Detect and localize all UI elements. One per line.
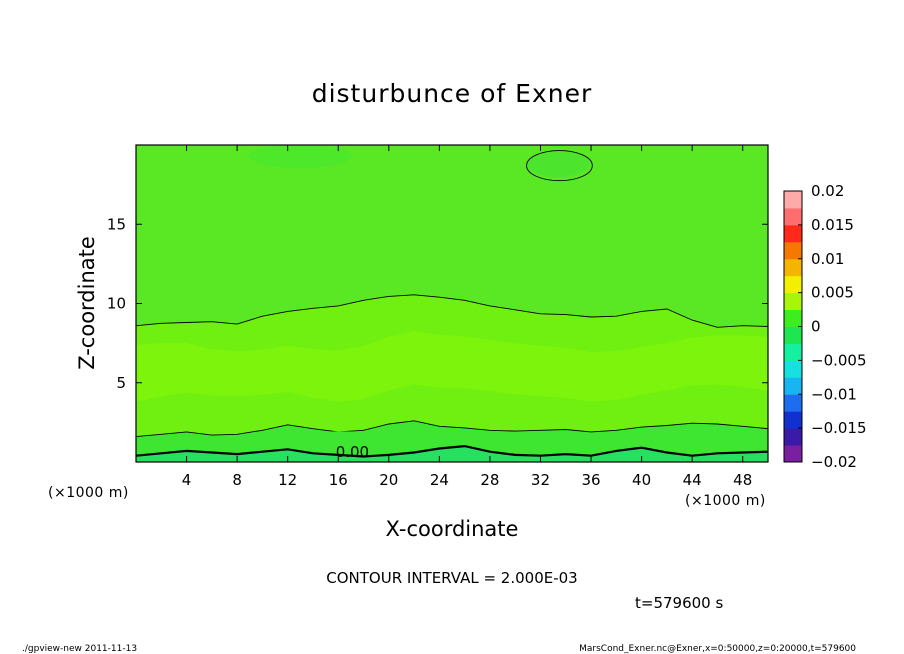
x-tick-label: 44 — [683, 471, 702, 489]
chart-title: disturbunce of Exner — [312, 79, 593, 108]
time-label: t=579600 s — [635, 594, 723, 612]
x-tick-label: 28 — [480, 471, 499, 489]
band-strip — [136, 330, 768, 402]
x-tick-label: 12 — [278, 471, 297, 489]
contour-line — [136, 444, 768, 458]
band-cell — [527, 151, 590, 178]
colorbar-segment — [784, 191, 802, 209]
colorbar-tick-label: 0.005 — [811, 284, 854, 302]
colorbar-segment — [784, 309, 802, 327]
x-tick-label: 24 — [430, 471, 449, 489]
colorbar-tick-label: −0.005 — [811, 351, 867, 369]
colorbar-segment — [784, 377, 802, 395]
colorbar-segment — [784, 241, 802, 260]
colorbar-tick-label: −0.02 — [811, 453, 857, 471]
band-lowest — [136, 446, 768, 462]
x-tick-label: 48 — [733, 471, 752, 489]
x-tick-label: 8 — [232, 471, 242, 489]
x-tick-label: 36 — [581, 471, 600, 489]
plot-area: 0.00 — [136, 145, 768, 462]
x-tick-label: 16 — [329, 471, 348, 489]
colorbar-segment — [784, 343, 802, 361]
y-unit-label: (×1000 m) — [48, 485, 129, 501]
colorbar-tick-label: 0.02 — [811, 182, 844, 200]
colorbar-segment — [784, 275, 802, 294]
band-low — [136, 420, 768, 457]
x-tick-label: 4 — [182, 471, 192, 489]
x-tick-label: 40 — [632, 471, 651, 489]
colorbar-tick-label: 0.01 — [811, 250, 844, 268]
y-tick-label: 5 — [116, 374, 126, 392]
colorbar — [783, 190, 803, 463]
contour-label: 0.00 — [336, 443, 369, 461]
footer-left: ./gpview-new 2011-11-13 — [22, 644, 137, 654]
x-axis-label: X-coordinate — [386, 517, 519, 541]
colorbar-tick-label: 0.015 — [811, 216, 854, 234]
colorbar-segment — [784, 326, 802, 344]
colorbar-tick-label: −0.015 — [811, 419, 867, 437]
colorbar-segment — [784, 360, 802, 378]
y-tick-label: 10 — [107, 295, 126, 313]
y-axis-label: Z-coordinate — [75, 236, 99, 370]
x-axis-ticks: 4 8 12 16 20 24 28 32 36 40 44 48 — [182, 145, 752, 489]
colorbar-segment — [784, 445, 802, 463]
colorbar-segment — [784, 207, 802, 226]
contour-label-bg — [329, 431, 374, 450]
colorbar-segment — [784, 258, 802, 277]
colorbar-segment — [784, 394, 802, 412]
contour-line — [136, 420, 768, 438]
colorbar-segment — [784, 411, 802, 429]
colorbar-tick-label: −0.01 — [811, 385, 857, 403]
contour-interval-text: CONTOUR INTERVAL = 2.000E-03 — [326, 569, 577, 587]
contour-line — [136, 294, 768, 328]
footer-right: MarsCond_Exner.nc@Exner,x=0:50000,z=0:20… — [579, 644, 856, 654]
x-tick-label: 32 — [531, 471, 550, 489]
colorbar-segment — [784, 292, 802, 311]
colorbar-segment — [784, 428, 802, 446]
band-top-patch — [248, 145, 353, 169]
colorbar-segment — [784, 224, 802, 243]
y-axis-ticks: 5 10 15 — [107, 215, 768, 392]
x-tick-label: 20 — [379, 471, 398, 489]
y-tick-label: 15 — [107, 215, 126, 233]
closed-contour — [526, 150, 593, 182]
x-unit-label: (×1000 m) — [685, 493, 766, 509]
colorbar-tick-label: 0 — [811, 318, 821, 336]
colorbar-ticks: 0.02 0.015 0.01 0.005 0 −0.005 −0.01 −0.015 −0.0… — [798, 182, 867, 471]
band-upper — [136, 145, 768, 328]
